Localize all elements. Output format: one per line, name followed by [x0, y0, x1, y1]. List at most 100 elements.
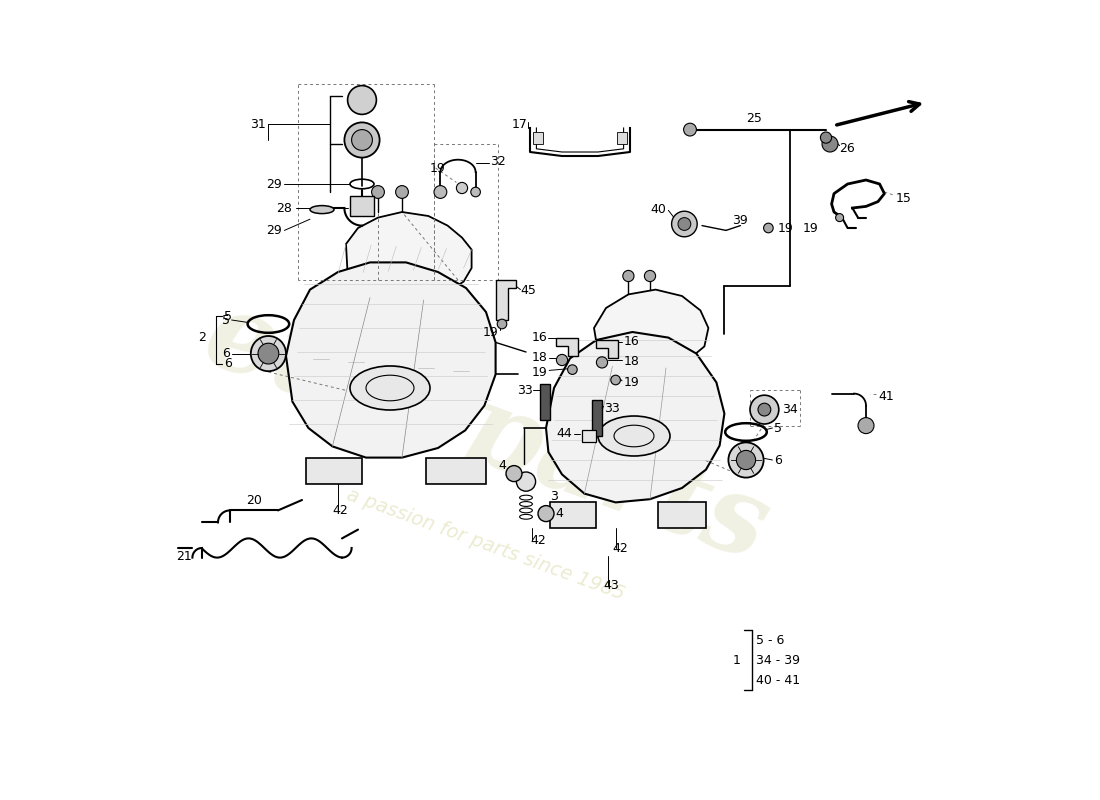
Text: 4: 4 — [498, 459, 506, 472]
Polygon shape — [550, 502, 596, 528]
Text: 33: 33 — [604, 402, 620, 414]
Circle shape — [596, 357, 607, 368]
Circle shape — [822, 136, 838, 152]
Circle shape — [683, 123, 696, 136]
Circle shape — [352, 130, 373, 150]
FancyBboxPatch shape — [617, 132, 627, 144]
Text: 1: 1 — [733, 654, 740, 666]
Polygon shape — [350, 196, 374, 216]
Circle shape — [678, 218, 691, 230]
Text: 21: 21 — [176, 550, 191, 562]
Text: 5 - 6: 5 - 6 — [757, 634, 784, 646]
Polygon shape — [540, 384, 550, 420]
Text: 6: 6 — [224, 358, 232, 370]
Text: 42: 42 — [332, 504, 348, 517]
Polygon shape — [594, 290, 708, 372]
Text: 28: 28 — [276, 202, 293, 214]
Text: 43: 43 — [604, 579, 619, 592]
Ellipse shape — [310, 206, 334, 214]
Text: 6: 6 — [222, 347, 230, 360]
Polygon shape — [546, 332, 725, 502]
Circle shape — [758, 403, 771, 416]
Text: 40: 40 — [650, 203, 666, 216]
Circle shape — [728, 442, 763, 478]
Text: europarts: europarts — [190, 281, 782, 583]
FancyBboxPatch shape — [534, 132, 542, 144]
Text: 15: 15 — [895, 192, 912, 205]
Text: 3: 3 — [550, 490, 558, 502]
Circle shape — [568, 365, 578, 374]
Polygon shape — [306, 458, 362, 484]
Circle shape — [623, 270, 634, 282]
Circle shape — [836, 214, 844, 222]
Polygon shape — [658, 502, 706, 528]
Polygon shape — [346, 212, 472, 302]
Circle shape — [750, 395, 779, 424]
Circle shape — [763, 223, 773, 233]
Text: 19: 19 — [430, 162, 446, 174]
Text: 33: 33 — [517, 384, 532, 397]
Text: 44: 44 — [557, 427, 572, 440]
Text: 6: 6 — [774, 454, 782, 466]
Circle shape — [557, 354, 568, 366]
Circle shape — [372, 186, 384, 198]
Circle shape — [471, 187, 481, 197]
Circle shape — [506, 466, 522, 482]
Circle shape — [251, 336, 286, 371]
Polygon shape — [596, 340, 618, 358]
Ellipse shape — [350, 366, 430, 410]
Text: 5: 5 — [222, 314, 230, 326]
Text: 31: 31 — [251, 118, 266, 130]
Text: 29: 29 — [266, 178, 282, 190]
Circle shape — [610, 375, 620, 385]
Text: 39: 39 — [733, 214, 748, 227]
Text: 4: 4 — [556, 507, 563, 520]
Polygon shape — [286, 262, 496, 458]
Text: 42: 42 — [613, 542, 628, 554]
Text: 17: 17 — [512, 118, 528, 130]
Circle shape — [348, 86, 376, 114]
Text: 26: 26 — [839, 142, 856, 154]
Circle shape — [516, 472, 536, 491]
Text: a passion for parts since 1985: a passion for parts since 1985 — [344, 485, 628, 603]
Text: 2: 2 — [198, 331, 206, 344]
Ellipse shape — [598, 416, 670, 456]
Text: 32: 32 — [490, 155, 506, 168]
Text: 42: 42 — [530, 534, 546, 546]
Circle shape — [497, 319, 507, 329]
Circle shape — [538, 506, 554, 522]
Text: 20: 20 — [246, 494, 262, 506]
Circle shape — [456, 182, 468, 194]
Text: 34 - 39: 34 - 39 — [757, 654, 801, 666]
Text: 19: 19 — [624, 376, 639, 389]
Text: 5: 5 — [774, 422, 782, 434]
Text: 45: 45 — [520, 284, 537, 297]
Text: 18: 18 — [531, 351, 548, 364]
Circle shape — [672, 211, 697, 237]
Text: 19: 19 — [802, 222, 818, 234]
Text: 19: 19 — [482, 326, 498, 338]
Circle shape — [736, 450, 756, 470]
Circle shape — [258, 343, 278, 364]
Text: 16: 16 — [624, 335, 639, 348]
Circle shape — [645, 270, 656, 282]
Polygon shape — [426, 458, 486, 484]
Text: 34: 34 — [782, 403, 797, 416]
Text: 29: 29 — [266, 224, 282, 237]
Text: 16: 16 — [532, 331, 548, 344]
Text: 41: 41 — [878, 390, 893, 402]
Polygon shape — [582, 430, 596, 442]
Text: 19: 19 — [778, 222, 794, 234]
Text: 40 - 41: 40 - 41 — [757, 674, 801, 686]
Polygon shape — [592, 400, 602, 436]
Circle shape — [344, 122, 380, 158]
Text: 19: 19 — [532, 366, 548, 378]
Text: 5: 5 — [224, 310, 232, 322]
Text: 25: 25 — [746, 112, 762, 125]
Circle shape — [396, 186, 408, 198]
Polygon shape — [496, 280, 516, 320]
Polygon shape — [557, 338, 578, 356]
Circle shape — [858, 418, 874, 434]
Text: 18: 18 — [624, 355, 639, 368]
Circle shape — [821, 132, 832, 143]
